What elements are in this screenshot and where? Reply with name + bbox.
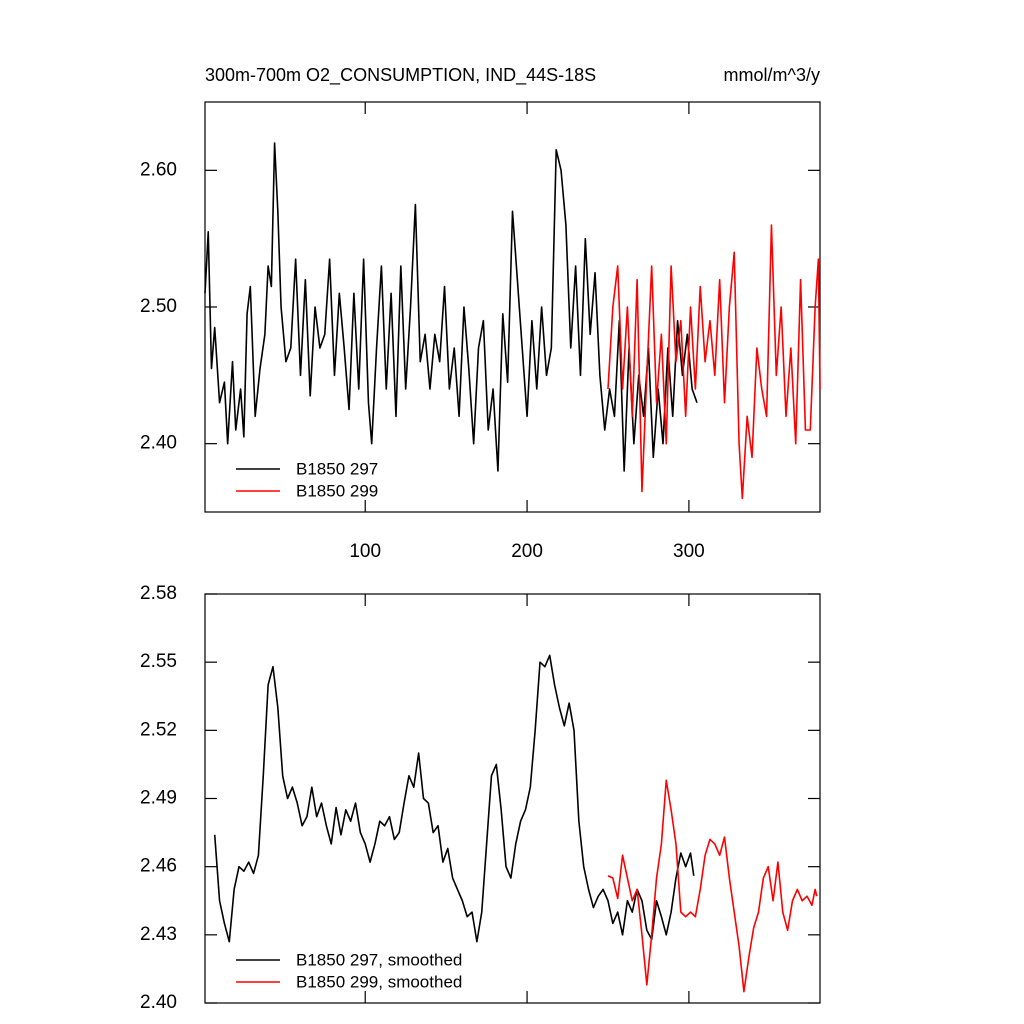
units-label: mmol/m^3/y [724, 65, 820, 85]
legend-label: B1850 297, smoothed [296, 950, 462, 969]
x-tick-label: 300 [673, 541, 705, 562]
y-tick-label: 2.50 [140, 296, 177, 317]
y-tick-label: 2.43 [140, 924, 177, 945]
series-line [607, 224, 821, 500]
y-tick-label: 2.52 [140, 719, 177, 740]
series-line [204, 142, 698, 472]
y-tick-label: 2.46 [140, 856, 177, 877]
y-tick-label: 2.49 [140, 788, 177, 809]
legend-label: B1850 299 [296, 481, 378, 500]
legend-label: B1850 297 [296, 459, 378, 478]
legend-label: B1850 299, smoothed [296, 972, 462, 991]
chart-title: 300m-700m O2_CONSUMPTION, IND_44S-18S [205, 65, 596, 86]
y-tick-label: 2.55 [140, 651, 177, 672]
x-tick-label: 100 [349, 541, 381, 562]
y-tick-label: 2.40 [140, 992, 177, 1013]
y-tick-label: 2.58 [140, 583, 177, 604]
series-line [213, 654, 695, 943]
series-line [607, 779, 818, 993]
x-tick-label: 200 [511, 541, 543, 562]
plot-frame [204, 593, 821, 1004]
y-tick-label: 2.40 [140, 433, 177, 454]
y-tick-label: 2.60 [140, 159, 177, 180]
